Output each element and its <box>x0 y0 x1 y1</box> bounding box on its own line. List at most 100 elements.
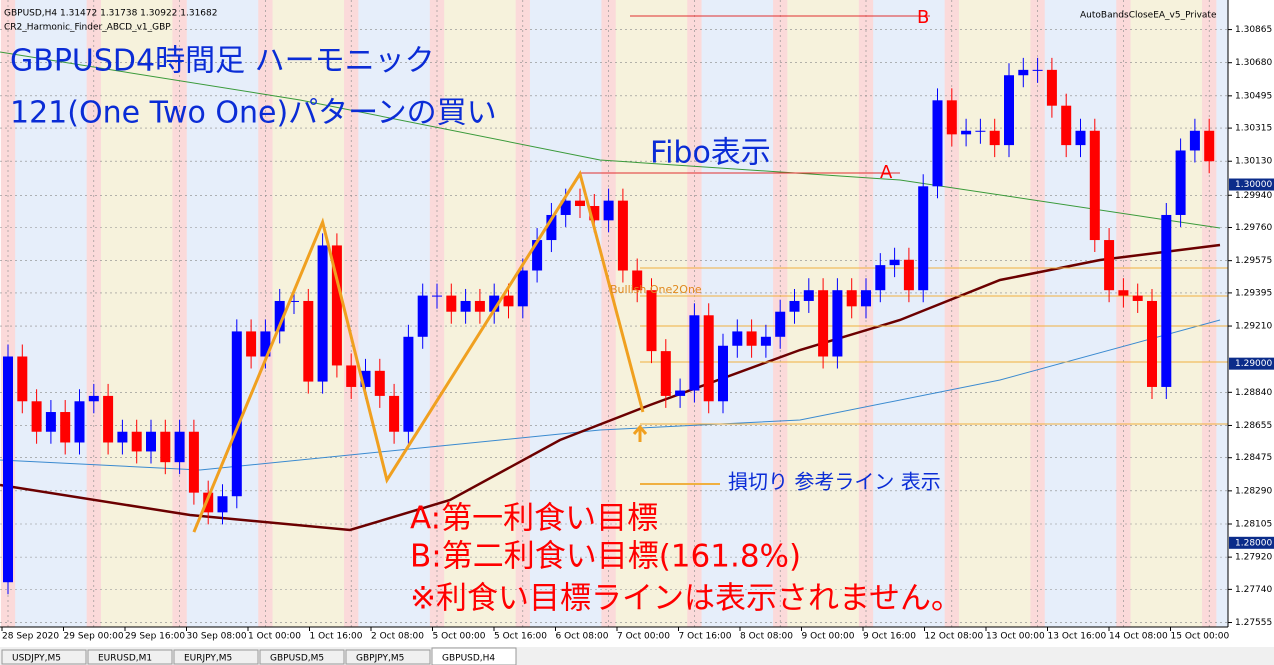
candle-body <box>575 200 585 207</box>
entry-arrow <box>632 424 648 442</box>
indicator-name: CR2_Harmonic_Finder_ABCD_v1_GBP <box>4 23 171 33</box>
candle-body <box>803 290 814 301</box>
candle-body <box>45 412 56 432</box>
candle-body <box>918 186 929 291</box>
price-box-label: 1.29000 <box>1235 359 1272 369</box>
candle-body <box>503 295 514 307</box>
pattern-name: Bullish One2One <box>610 283 702 296</box>
y-tick-label: 1.30865 <box>1235 25 1272 35</box>
title-line2: 121(One Two One)パターンの買い <box>10 96 497 131</box>
candle-body <box>889 259 900 266</box>
y-tick-label: 1.27920 <box>1235 553 1272 563</box>
price-box <box>1229 536 1274 549</box>
stripe <box>1059 0 1074 627</box>
label-a: A <box>880 162 893 183</box>
candle-body <box>617 200 628 271</box>
stripe <box>1030 0 1046 627</box>
tab[interactable] <box>345 649 431 665</box>
candle-body <box>532 240 543 271</box>
candle-body <box>88 395 99 402</box>
stripe <box>43 0 59 627</box>
stripe <box>401 0 417 627</box>
candle-body <box>188 431 199 493</box>
candle-body <box>746 331 757 346</box>
tab[interactable] <box>173 649 259 665</box>
symbol-info: GBPUSD,H4 1.31472 1.31738 1.30922 1.3168… <box>4 9 217 19</box>
candle-body <box>660 351 671 396</box>
tab-label[interactable]: GBPUSD,M5 <box>270 654 324 664</box>
y-tick-label: 1.29210 <box>1235 322 1272 332</box>
x-tick-label: 12 Oct 08:00 <box>925 632 984 642</box>
candle-body <box>932 100 943 187</box>
candle-body <box>1075 130 1086 146</box>
candle-body <box>975 130 986 132</box>
pattern-zigzag <box>192 170 645 533</box>
stripe <box>243 0 259 627</box>
candle-body <box>460 300 471 312</box>
stripe <box>100 0 116 627</box>
candle-body <box>274 300 285 332</box>
stripe <box>558 0 574 627</box>
candle-body <box>1189 130 1200 151</box>
tab[interactable] <box>431 647 517 665</box>
candle-body <box>432 295 442 297</box>
stop-label: 損切り 参考ライン 表示 <box>728 470 941 494</box>
stripe <box>358 0 374 627</box>
tab-label[interactable]: USDJPY,M5 <box>12 654 61 664</box>
candle-body <box>1175 150 1186 215</box>
tab-label[interactable]: GBPJPY,M5 <box>356 654 404 664</box>
tab-label[interactable]: GBPUSD,H4 <box>442 654 495 664</box>
stripe <box>615 0 631 627</box>
candle-body <box>603 200 614 221</box>
x-tick-label: 5 Oct 00:00 <box>433 632 486 642</box>
stripe <box>58 0 73 627</box>
stripe <box>158 0 173 627</box>
stripe <box>658 0 674 627</box>
stripe <box>258 0 274 627</box>
candle-body <box>1132 295 1143 301</box>
candle-body <box>1204 130 1215 162</box>
candle-body <box>646 290 657 352</box>
stripe <box>1173 0 1189 627</box>
y-tick-label: 1.30130 <box>1235 157 1272 167</box>
stripe <box>115 0 131 627</box>
moving-average-main <box>0 243 1221 532</box>
x-tick-label: 9 Oct 16:00 <box>863 632 916 642</box>
candle-body <box>131 431 142 452</box>
tab-label[interactable]: EURUSD,M1 <box>98 654 152 664</box>
stripe <box>372 0 388 627</box>
tab-label[interactable]: EURJPY,M5 <box>184 654 232 664</box>
stripe <box>186 0 202 627</box>
x-tick-label: 7 Oct 16:00 <box>679 632 732 642</box>
stripe <box>1116 0 1132 627</box>
moving-average-blue <box>0 319 1221 471</box>
candles <box>3 57 1215 595</box>
stripe <box>958 0 974 627</box>
candle-body <box>31 401 42 432</box>
candle-body <box>546 214 557 241</box>
candle-body <box>560 200 571 215</box>
tab[interactable] <box>87 649 173 665</box>
candle-body <box>74 401 85 443</box>
y-tick-label: 1.30680 <box>1235 58 1272 68</box>
stripe <box>344 0 359 627</box>
candle-body <box>632 270 643 291</box>
candle-body <box>174 431 185 463</box>
moving-average-green <box>0 51 1221 229</box>
tab[interactable] <box>1 649 87 665</box>
candle-body <box>989 130 1000 146</box>
x-tick-label: 2 Oct 08:00 <box>371 632 424 642</box>
stripe <box>587 0 602 627</box>
stripe <box>944 0 960 627</box>
candle-body <box>217 496 228 513</box>
stripe <box>730 0 745 627</box>
x-tick-label: 6 Oct 08:00 <box>556 632 609 642</box>
candle-body <box>446 295 457 312</box>
stripe <box>1073 0 1089 627</box>
tab[interactable] <box>259 649 345 665</box>
x-tick-label: 1 Oct 16:00 <box>310 632 363 642</box>
stripe <box>715 0 731 627</box>
candle-body <box>589 206 600 221</box>
y-tick-label: 1.28290 <box>1235 486 1272 496</box>
